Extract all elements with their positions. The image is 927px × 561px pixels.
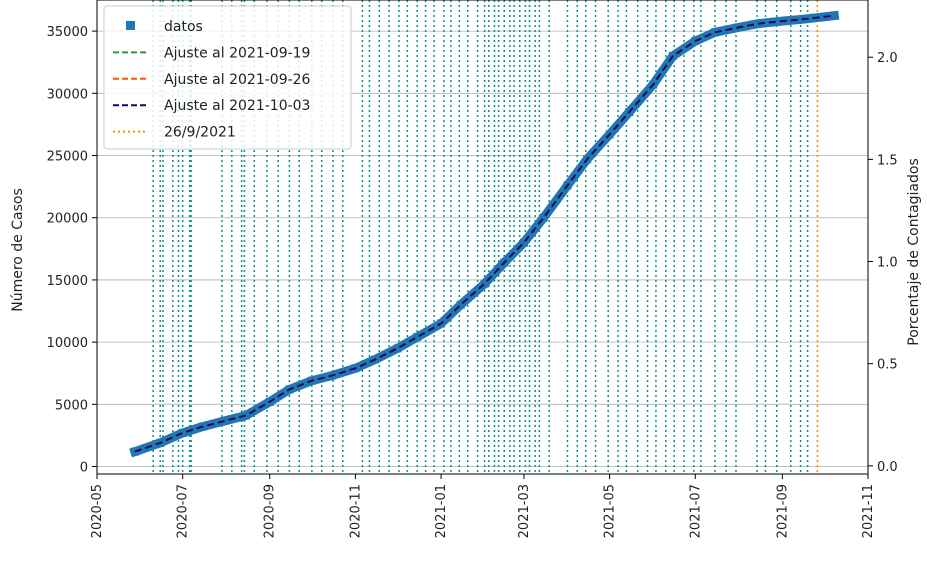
vertical-event-lines <box>152 0 819 474</box>
data-point <box>539 213 548 222</box>
x-tick-label: 2021-09 <box>775 484 790 538</box>
axes <box>96 0 869 475</box>
x-tick-label: 2020-05 <box>90 484 105 538</box>
y2-tick-label: 0.5 <box>877 358 898 373</box>
y-ticks: 0 5000 10000 15000 20000 25000 30000 35000 <box>47 25 97 476</box>
data-point <box>222 416 231 425</box>
y-tick-label: 0 <box>80 461 88 476</box>
data-point <box>480 279 489 288</box>
legend-swatch <box>126 21 135 30</box>
y2-tick-label: 2.0 <box>877 51 898 66</box>
legend-label: Ajuste al 2021-09-26 <box>164 72 311 88</box>
legend-label: Ajuste al 2021-09-19 <box>164 45 310 61</box>
x-tick-label: 2021-07 <box>688 484 703 538</box>
x-tick-label: 2021-05 <box>603 484 618 538</box>
legend-label: datos <box>164 19 203 35</box>
y-tick-label: 30000 <box>47 87 88 102</box>
series-layer <box>129 10 840 458</box>
x-tick-label: 2020-07 <box>176 484 191 538</box>
series-fit-line <box>134 14 835 453</box>
plot-frame <box>96 0 869 475</box>
data-point <box>456 300 465 309</box>
data-point <box>413 333 422 342</box>
y-tick-label: 35000 <box>47 25 88 40</box>
legend-label: Ajuste al 2021-10-03 <box>164 98 310 114</box>
x-tick-label: 2021-03 <box>517 484 532 538</box>
y2-tick-label: 1.5 <box>877 153 898 168</box>
x-ticks: 2020-05 2020-07 2020-09 2020-11 2021-01 2021-… <box>90 474 876 538</box>
y-tick-label: 25000 <box>47 150 88 165</box>
data-point <box>830 11 839 20</box>
y-axis-label: Número de Casos <box>10 188 26 312</box>
y-tick-label: 20000 <box>47 212 88 227</box>
y2-ticks: 0.0 0.5 1.0 1.5 2.0 <box>868 51 898 475</box>
y-tick-label: 15000 <box>47 274 88 289</box>
x-tick-label: 2020-11 <box>348 484 363 538</box>
y-tick-label: 5000 <box>55 398 88 413</box>
data-point <box>519 238 528 247</box>
x-tick-label: 2021-11 <box>861 484 876 538</box>
legend-label: 26/9/2021 <box>164 125 236 141</box>
x-tick-label: 2020-09 <box>263 484 278 538</box>
legend-box <box>103 5 352 150</box>
data-point <box>178 428 187 437</box>
x-tick-label: 2021-01 <box>434 484 449 538</box>
legend: datos Ajuste al 2021-09-19 Ajuste al 2021-… <box>103 5 352 150</box>
y-tick-label: 10000 <box>47 336 88 351</box>
y2-axis-label: Porcentaje de Contagiados <box>906 158 922 346</box>
y2-tick-label: 1.0 <box>877 256 898 271</box>
y2-tick-label: 0.0 <box>877 460 898 475</box>
data-point <box>393 344 402 353</box>
